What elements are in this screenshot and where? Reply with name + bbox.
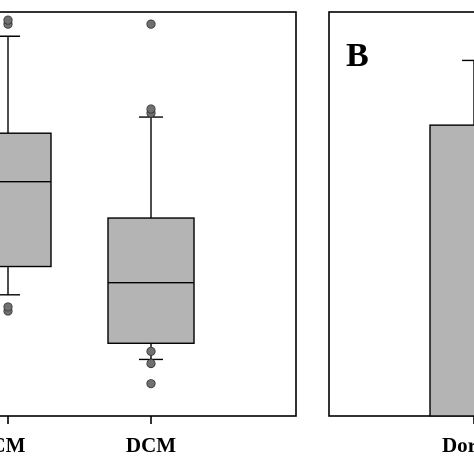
outlier-dcm-0 — [146, 379, 156, 389]
panel-b-frame — [328, 11, 474, 417]
bar-dor — [429, 124, 474, 417]
box-cm — [0, 132, 52, 268]
panel-b: B Dor — [328, 11, 474, 457]
x-tick-label-dcm: DCM — [126, 433, 176, 457]
box-dcm — [107, 217, 195, 344]
panel-a-frame — [0, 11, 297, 417]
x-tick-label-dor: Dor — [442, 433, 474, 457]
outlier-dcm-2 — [146, 346, 156, 356]
panel-b-marks — [429, 59, 474, 417]
outlier-dcm-1 — [146, 358, 156, 369]
x-tick-label-cm: CM — [0, 433, 26, 457]
panel-a-marks — [0, 15, 195, 389]
outlier-cm-3 — [3, 15, 13, 25]
panel-a: CM DCM — [0, 11, 297, 457]
panel-letter-b: B — [346, 37, 369, 74]
outlier-dcm-5 — [146, 19, 156, 29]
outlier-dcm-4 — [146, 104, 156, 114]
outlier-cm-1 — [3, 302, 13, 312]
